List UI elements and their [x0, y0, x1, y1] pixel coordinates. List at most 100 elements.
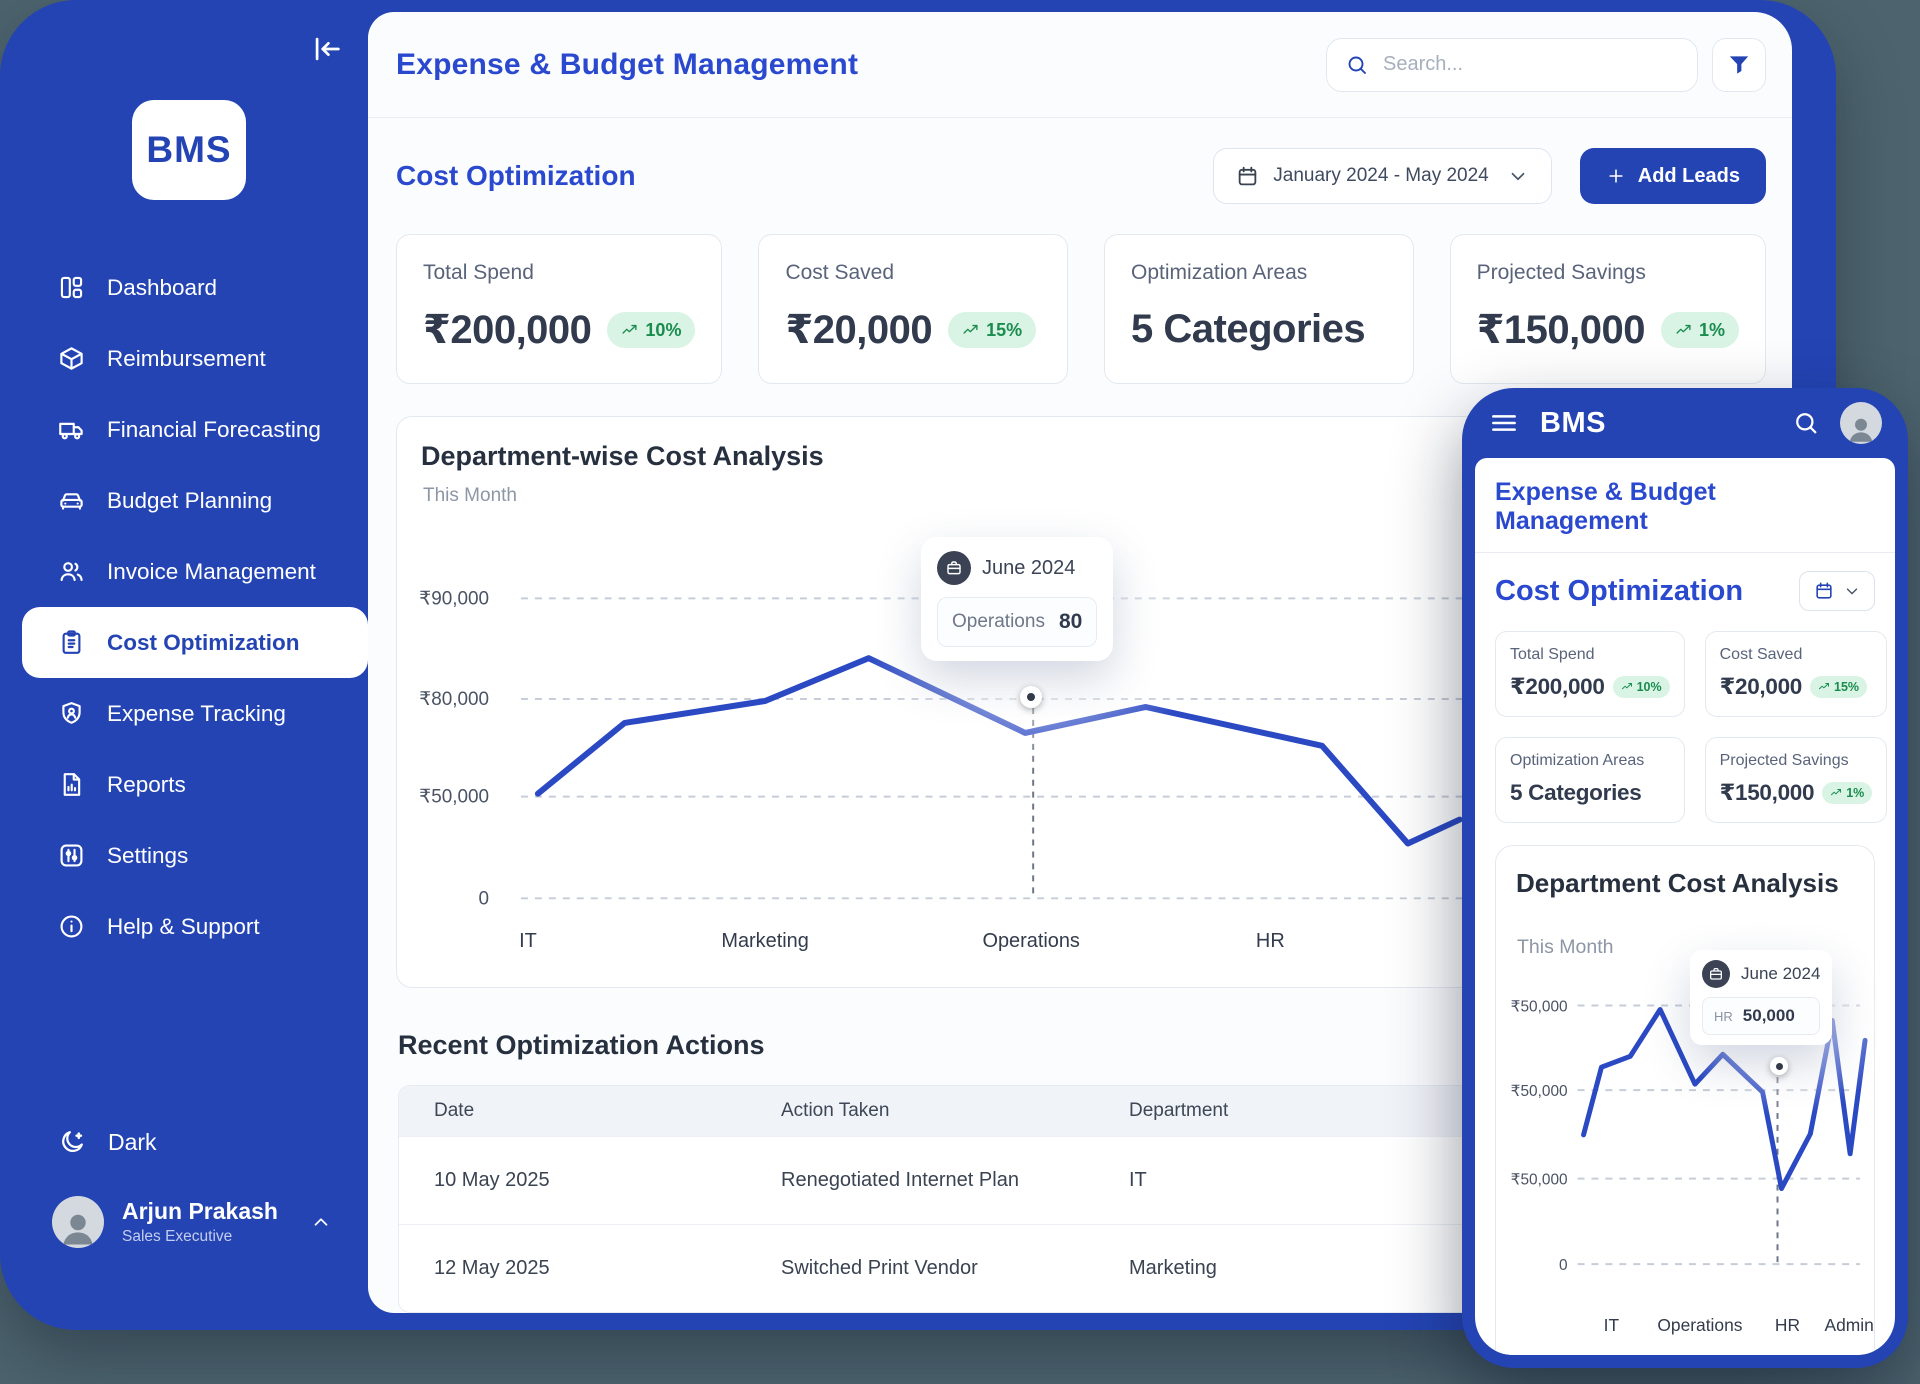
sidebar-item-label: Financial Forecasting — [107, 416, 321, 442]
trend-up-icon — [962, 322, 979, 339]
add-leads-label: Add Leads — [1637, 164, 1740, 187]
chart-subtitle: This Month — [423, 485, 517, 506]
stat-card-projected-savings: Projected Savings ₹150,000 1% — [1704, 737, 1888, 823]
sidebar-item-label: Invoice Management — [107, 558, 316, 584]
sidebar-item-budget-planning[interactable]: Budget Planning — [0, 465, 368, 536]
stat-card-total-spend: Total Spend ₹200,000 10% — [396, 234, 723, 384]
date-range-select[interactable] — [1799, 571, 1875, 611]
sidebar-item-label: Expense Tracking — [107, 700, 286, 726]
stat-card-total-spend: Total Spend ₹200,000 10% — [1495, 631, 1685, 717]
search-input[interactable] — [1381, 52, 1679, 77]
theme-toggle[interactable]: Dark — [58, 1128, 157, 1156]
tooltip-value-box: Operations 80 — [937, 597, 1098, 647]
chart-subtitle: This Month — [1517, 936, 1614, 958]
funnel-icon — [1726, 52, 1752, 78]
phone-brand: BMS — [1540, 406, 1606, 439]
column-header-department: Department — [1129, 1100, 1229, 1121]
search-bar[interactable] — [1326, 37, 1698, 92]
chart-tooltip: June 2024 Operations 80 — [921, 537, 1114, 661]
table-cell: Renegotiated Internet Plan — [781, 1169, 1019, 1191]
add-leads-button[interactable]: Add Leads — [1579, 148, 1766, 204]
filter-button[interactable] — [1712, 37, 1766, 92]
chevron-up-icon[interactable] — [310, 1211, 332, 1233]
svg-text:₹50,000: ₹50,000 — [1511, 999, 1568, 1016]
stat-label: Projected Savings — [1476, 261, 1646, 284]
stat-value: ₹200,000 — [423, 308, 592, 352]
trend-badge: 1% — [1822, 781, 1873, 805]
sidebar: BMS Dashboard Reimbursement Financial Fo… — [0, 0, 368, 1330]
dashboard-icon — [58, 274, 85, 301]
calendar-icon — [1236, 165, 1259, 188]
svg-text:IT: IT — [1604, 1315, 1620, 1335]
table-cell: 12 May 2025 — [434, 1257, 550, 1279]
stat-value: 5 Categories — [1131, 307, 1366, 351]
sidebar-item-label: Budget Planning — [107, 487, 273, 513]
theme-toggle-label: Dark — [108, 1128, 157, 1155]
clipboard-icon — [58, 629, 85, 656]
moon-icon — [58, 1128, 86, 1156]
table-cell: Marketing — [1129, 1257, 1217, 1279]
stats-row: Total Spend ₹200,000 10% Cost Saved ₹20,… — [368, 204, 1792, 384]
user-profile[interactable]: Arjun Prakash Sales Executive — [52, 1196, 332, 1248]
stat-card-projected-savings: Projected Savings ₹150,000 1% — [1449, 234, 1767, 384]
sidebar-item-reports[interactable]: Reports — [0, 749, 368, 820]
briefcase-icon — [1702, 960, 1730, 988]
stat-value: ₹200,000 — [1510, 674, 1605, 699]
sliders-icon — [58, 842, 85, 869]
stat-value: ₹150,000 — [1719, 780, 1815, 805]
sidebar-item-label: Reports — [107, 771, 186, 797]
trend-up-icon — [1675, 322, 1692, 339]
sidebar-item-cost-optimization[interactable]: Cost Optimization — [22, 607, 368, 678]
search-icon — [1345, 53, 1369, 77]
tooltip-series: Operations — [952, 611, 1045, 632]
svg-text:0: 0 — [479, 888, 490, 909]
tooltip-value: 50,000 — [1742, 1006, 1795, 1025]
sidebar-collapse-button[interactable] — [306, 28, 346, 68]
briefcase-icon — [937, 551, 971, 585]
phone-chart: ₹50,000 ₹50,000 ₹50,000 0 IT Operations HR Admi… — [1511, 999, 1874, 1335]
sidebar-item-financial-forecasting[interactable]: Financial Forecasting — [0, 394, 368, 465]
sidebar-item-dashboard[interactable]: Dashboard — [0, 252, 368, 323]
sidebar-item-settings[interactable]: Settings — [0, 820, 368, 891]
table-cell: Switched Print Vendor — [781, 1257, 978, 1279]
person-icon — [1844, 408, 1878, 444]
stat-label: Cost Saved — [1719, 646, 1803, 663]
trend-up-icon — [1818, 681, 1830, 693]
tooltip-value-box: HR 50,000 — [1702, 997, 1821, 1035]
sidebar-item-invoice-management[interactable]: Invoice Management — [0, 536, 368, 607]
avatar[interactable] — [1840, 402, 1882, 444]
svg-text:0: 0 — [1559, 1257, 1568, 1274]
chart-title: Department-wise Cost Analysis — [421, 441, 824, 471]
svg-text:HR: HR — [1775, 1315, 1800, 1335]
stat-value: ₹150,000 — [1476, 308, 1646, 352]
svg-text:Operations: Operations — [1657, 1315, 1742, 1335]
date-range-select[interactable]: January 2024 - May 2024 — [1213, 148, 1552, 204]
search-icon[interactable] — [1792, 409, 1820, 437]
sidebar-item-reimbursement[interactable]: Reimbursement — [0, 323, 368, 394]
user-info: Arjun Prakash Sales Executive — [122, 1198, 278, 1247]
plus-icon — [1606, 166, 1626, 186]
truck-icon — [58, 416, 85, 443]
sidebar-item-help-support[interactable]: Help & Support — [0, 891, 368, 962]
table-cell: IT — [1129, 1169, 1147, 1191]
collapse-left-icon — [310, 32, 344, 66]
svg-text:₹90,000: ₹90,000 — [419, 588, 489, 609]
sidebar-nav: Dashboard Reimbursement Financial Foreca… — [0, 252, 368, 962]
cube-icon — [58, 345, 85, 372]
sidebar-item-expense-tracking[interactable]: Expense Tracking — [0, 678, 368, 749]
page-title: Expense & Budget Management — [396, 47, 859, 81]
trend-badge: 15% — [1810, 675, 1868, 699]
chart-marker-dot — [1770, 1057, 1788, 1075]
user-name: Arjun Prakash — [122, 1197, 278, 1224]
trend-up-icon — [621, 322, 638, 339]
trend-badge: 10% — [607, 312, 696, 348]
svg-text:HR: HR — [1256, 930, 1285, 952]
file-chart-icon — [58, 771, 85, 798]
tooltip-value: 80 — [1058, 610, 1083, 633]
date-range-label: January 2024 - May 2024 — [1273, 165, 1489, 186]
trend-badge: 1% — [1661, 312, 1740, 348]
trend-up-icon — [1830, 787, 1842, 799]
trend-up-icon — [1621, 681, 1633, 693]
menu-icon[interactable] — [1488, 407, 1520, 439]
stat-card-cost-saved: Cost Saved ₹20,000 15% — [1704, 631, 1888, 717]
